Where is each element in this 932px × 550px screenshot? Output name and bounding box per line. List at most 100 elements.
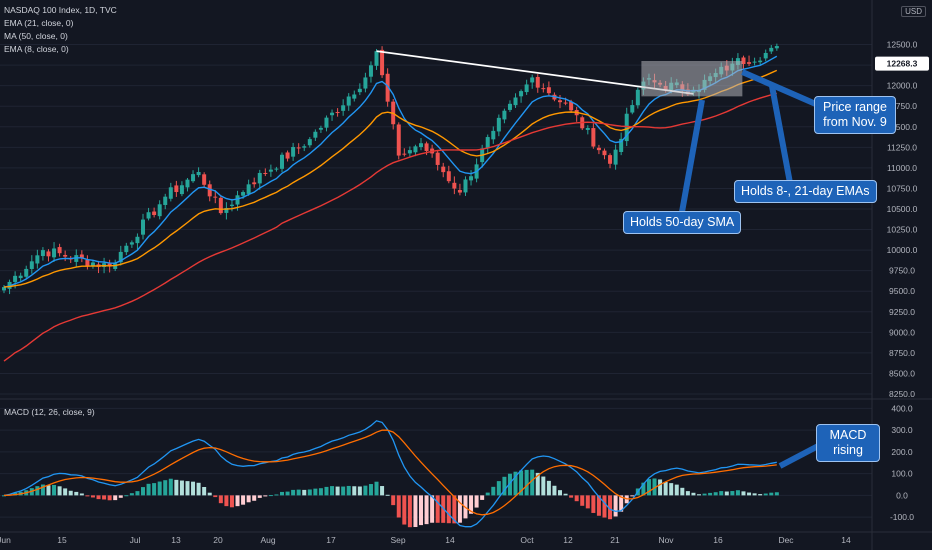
candle[interactable] <box>469 170 474 186</box>
candle[interactable] <box>774 43 779 51</box>
candle[interactable] <box>307 137 312 148</box>
candle[interactable] <box>29 255 34 274</box>
candle[interactable] <box>346 93 351 111</box>
candle[interactable] <box>413 144 418 157</box>
legend-ma50[interactable]: MA (50, close, 0) <box>4 31 68 41</box>
candle[interactable] <box>407 146 412 157</box>
candle[interactable] <box>752 57 757 66</box>
candle[interactable] <box>118 245 123 266</box>
candle[interactable] <box>124 242 129 255</box>
candle[interactable] <box>396 122 401 160</box>
candle[interactable] <box>541 83 546 93</box>
candle[interactable] <box>335 108 340 117</box>
candle[interactable] <box>313 129 318 141</box>
candle[interactable] <box>296 143 301 154</box>
candle[interactable] <box>446 165 451 184</box>
candle[interactable] <box>535 74 540 93</box>
candle[interactable] <box>591 123 596 149</box>
candle[interactable] <box>402 148 407 157</box>
candle[interactable] <box>274 166 279 172</box>
candle[interactable] <box>135 233 140 250</box>
last-price-tag[interactable] <box>875 56 929 71</box>
currency-badge[interactable]: USD <box>901 6 926 17</box>
candle[interactable] <box>546 81 551 96</box>
candle[interactable] <box>85 255 90 270</box>
candle[interactable] <box>357 83 362 96</box>
candle[interactable] <box>207 180 212 202</box>
candle[interactable] <box>57 243 62 257</box>
candle[interactable] <box>330 109 335 121</box>
candle[interactable] <box>291 142 296 161</box>
candle[interactable] <box>324 115 329 132</box>
candle[interactable] <box>280 152 284 173</box>
price-range-box[interactable] <box>641 61 743 97</box>
candle[interactable] <box>146 207 151 221</box>
candle[interactable] <box>168 182 173 202</box>
candle[interactable] <box>558 94 562 109</box>
candle[interactable] <box>352 90 357 102</box>
candle[interactable] <box>619 132 624 156</box>
candle[interactable] <box>285 150 290 162</box>
candle[interactable] <box>129 240 134 248</box>
candle[interactable] <box>374 48 379 70</box>
candle[interactable] <box>635 87 640 109</box>
candle[interactable] <box>218 195 223 215</box>
candle[interactable] <box>96 260 101 274</box>
candle[interactable] <box>141 213 145 240</box>
candle[interactable] <box>507 100 512 113</box>
candle[interactable] <box>263 168 268 177</box>
candle[interactable] <box>574 106 579 122</box>
candle[interactable] <box>441 162 446 178</box>
candle[interactable] <box>79 250 84 263</box>
candle[interactable] <box>224 202 229 220</box>
candle[interactable] <box>35 249 40 269</box>
candle[interactable] <box>185 177 190 192</box>
candle[interactable] <box>268 164 273 177</box>
candle[interactable] <box>2 285 6 294</box>
candle[interactable] <box>519 89 524 103</box>
candle[interactable] <box>202 172 207 188</box>
candle[interactable] <box>530 74 535 89</box>
candle[interactable] <box>419 138 423 151</box>
candle[interactable] <box>174 180 179 197</box>
candle[interactable] <box>90 260 95 269</box>
candle[interactable] <box>763 49 768 62</box>
candle[interactable] <box>602 148 607 160</box>
candle[interactable] <box>496 114 501 137</box>
candle[interactable] <box>452 176 457 195</box>
candle[interactable] <box>196 167 201 178</box>
candle[interactable] <box>585 125 590 135</box>
candle[interactable] <box>40 247 45 261</box>
candle[interactable] <box>18 272 23 282</box>
candle[interactable] <box>758 57 763 65</box>
candle[interactable] <box>435 150 440 171</box>
candle[interactable] <box>157 200 162 220</box>
candle[interactable] <box>24 265 29 280</box>
candle[interactable] <box>252 177 257 188</box>
macd-legend[interactable]: MACD (12, 26, close, 9) <box>4 407 95 417</box>
candle[interactable] <box>179 181 184 197</box>
candle[interactable] <box>46 249 51 262</box>
candle[interactable] <box>524 79 529 95</box>
candle[interactable] <box>385 68 390 107</box>
candle[interactable] <box>318 125 323 133</box>
candle[interactable] <box>163 193 168 210</box>
candle[interactable] <box>596 144 601 155</box>
candle[interactable] <box>747 55 752 67</box>
candle[interactable] <box>613 144 618 170</box>
candle[interactable] <box>63 250 68 262</box>
candle[interactable] <box>485 134 490 154</box>
candle[interactable] <box>302 144 307 152</box>
candle[interactable] <box>608 153 613 169</box>
macd-pane[interactable] <box>2 420 779 528</box>
resistance-trendline[interactable] <box>376 50 694 95</box>
candle[interactable] <box>257 169 262 190</box>
candle[interactable] <box>341 99 346 116</box>
candle[interactable] <box>741 55 746 70</box>
candle[interactable] <box>513 93 518 108</box>
candle[interactable] <box>68 256 73 264</box>
candle[interactable] <box>502 108 507 124</box>
legend-ema21[interactable]: EMA (21, close, 0) <box>4 18 74 28</box>
legend-ema8[interactable]: EMA (8, close, 0) <box>4 44 69 54</box>
